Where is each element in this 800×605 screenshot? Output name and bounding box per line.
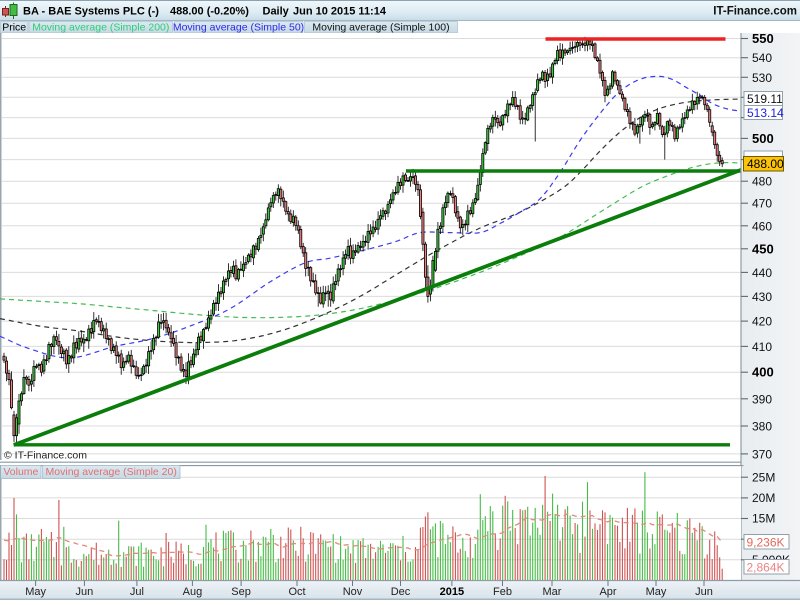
svg-text:380: 380	[752, 420, 772, 434]
svg-text:20M: 20M	[752, 491, 775, 505]
svg-text:15M: 15M	[752, 512, 775, 526]
svg-text:May: May	[25, 586, 46, 598]
svg-text:430: 430	[752, 290, 772, 304]
svg-text:420: 420	[752, 315, 772, 329]
svg-text:390: 390	[752, 392, 772, 406]
svg-text:Jun: Jun	[76, 586, 94, 598]
svg-text:Apr: Apr	[599, 586, 616, 598]
svg-text:540: 540	[752, 51, 772, 65]
svg-text:530: 530	[752, 71, 772, 85]
svg-text:Dec: Dec	[391, 586, 411, 598]
svg-text:Moving average (Simple 20): Moving average (Simple 20)	[46, 466, 177, 478]
svg-text:Moving average (Simple 200): Moving average (Simple 200)	[32, 22, 169, 34]
svg-text:Moving average (Simple 100): Moving average (Simple 100)	[312, 22, 449, 34]
svg-text:470: 470	[752, 197, 772, 211]
svg-text:Moving average (Simple 50): Moving average (Simple 50)	[173, 22, 304, 34]
svg-text:Jun: Jun	[695, 586, 713, 598]
svg-text:400: 400	[752, 365, 774, 380]
svg-text:Daily: Daily	[263, 5, 290, 17]
svg-text:Feb: Feb	[493, 586, 512, 598]
svg-text:Jun 10 2015 11:14: Jun 10 2015 11:14	[293, 5, 387, 17]
svg-text:450: 450	[752, 241, 774, 256]
svg-text:440: 440	[752, 266, 772, 280]
svg-text:Sep: Sep	[231, 586, 251, 598]
svg-text:Volume: Volume	[3, 466, 38, 478]
svg-text:9,236K: 9,236K	[747, 535, 785, 549]
svg-text:Oct: Oct	[288, 586, 305, 598]
svg-text:370: 370	[752, 447, 772, 461]
svg-text:2015: 2015	[440, 586, 464, 598]
svg-text:© IT-Finance.com: © IT-Finance.com	[4, 449, 87, 461]
svg-text:Price: Price	[2, 22, 26, 34]
svg-text:IT-Finance.com: IT-Finance.com	[713, 5, 797, 17]
svg-text:410: 410	[752, 340, 772, 354]
svg-text:May: May	[646, 586, 667, 598]
svg-text:Jul: Jul	[130, 586, 144, 598]
svg-text:460: 460	[752, 219, 772, 233]
svg-text:500: 500	[752, 131, 774, 146]
svg-text:BA - BAE Systems PLC (-): BA - BAE Systems PLC (-)	[23, 5, 159, 17]
svg-text:Nov: Nov	[343, 586, 363, 598]
svg-text:Mar: Mar	[543, 586, 562, 598]
svg-text:550: 550	[752, 31, 774, 46]
svg-text:Aug: Aug	[183, 586, 203, 598]
svg-text:2,864K: 2,864K	[747, 560, 785, 574]
svg-text:488.00 (-0.20%): 488.00 (-0.20%)	[170, 5, 249, 17]
svg-text:513.14: 513.14	[747, 106, 784, 120]
svg-text:480: 480	[752, 175, 772, 189]
svg-text:25M: 25M	[752, 470, 775, 484]
svg-text:488.00: 488.00	[747, 157, 784, 171]
svg-text:519.11: 519.11	[747, 92, 783, 106]
